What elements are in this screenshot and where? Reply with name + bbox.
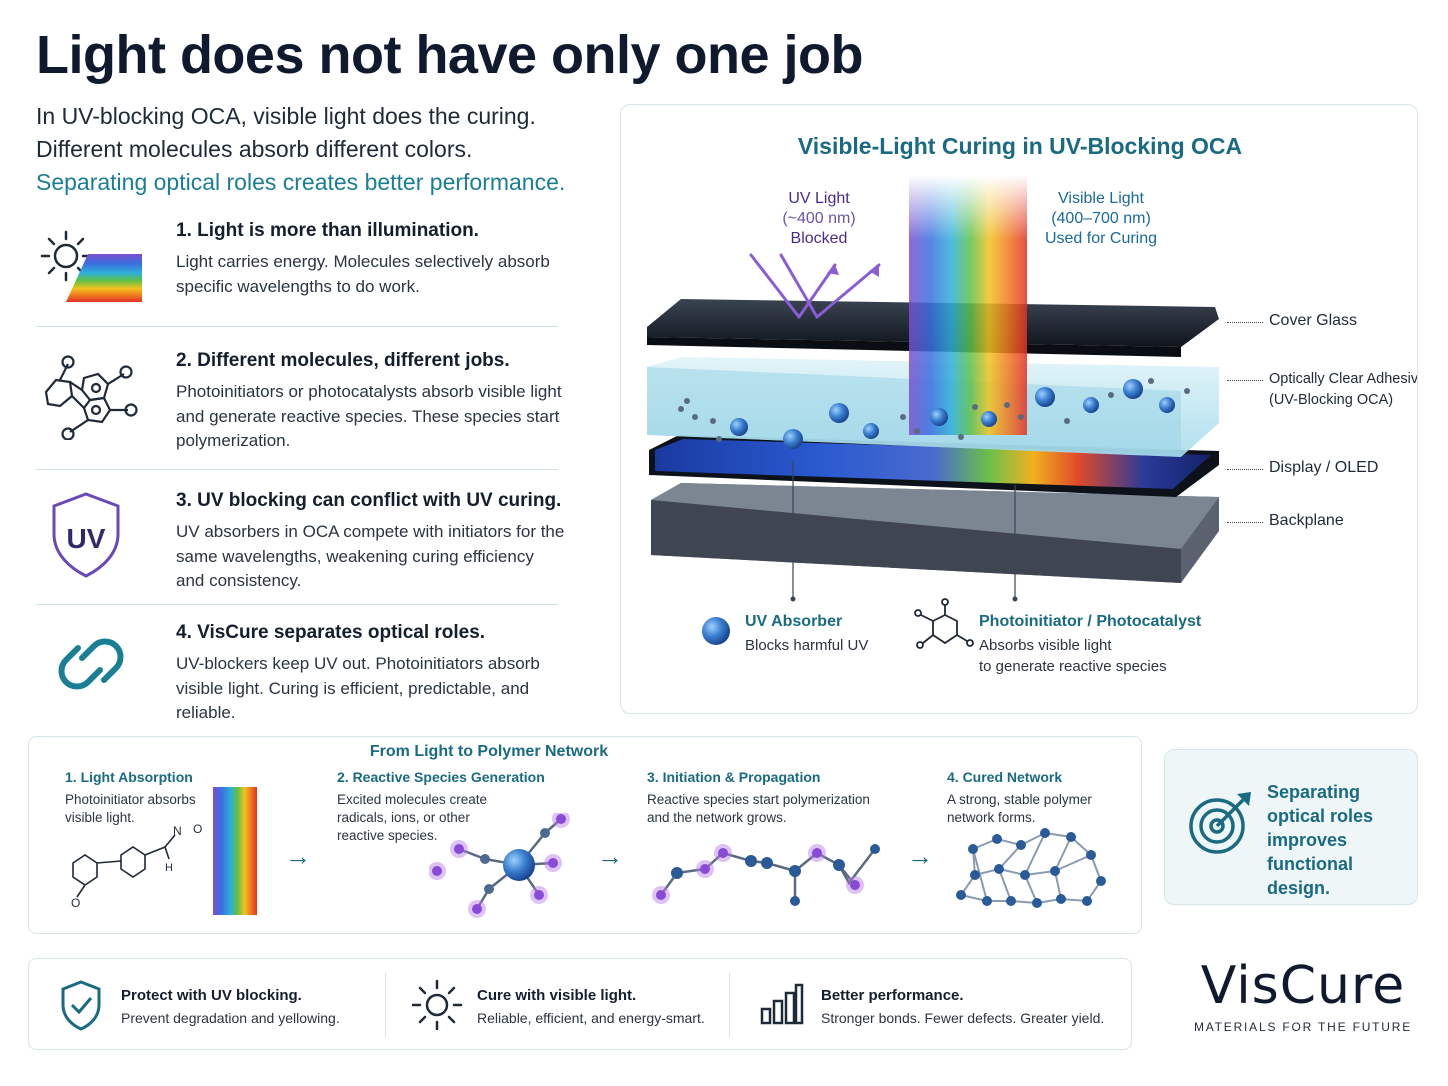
layer-stack-illustration bbox=[647, 175, 1219, 649]
visible-light-label: Visible Light (400–700 nm) Used for Curi… bbox=[1026, 189, 1176, 249]
benefit-3-title: Better performance. bbox=[821, 987, 964, 1004]
layer-label-display: Display / OLED bbox=[1269, 459, 1379, 476]
benefit-2-title: Cure with visible light. bbox=[477, 987, 637, 1004]
leader-line bbox=[1227, 522, 1263, 523]
sun-icon bbox=[411, 979, 463, 1031]
cured-network-illustration bbox=[956, 828, 1106, 908]
callout: Separating optical roles improves functi… bbox=[1164, 749, 1418, 905]
photoinitiator-structure-illustration: N O H O bbox=[71, 787, 257, 915]
page-title: Light does not have only one job bbox=[36, 25, 864, 85]
point-1-title: 1. Light is more than illumination. bbox=[176, 220, 479, 241]
intro-line-3: Separating optical roles creates better … bbox=[36, 169, 566, 195]
step-4-desc: A strong, stable polymer network forms. bbox=[947, 792, 1092, 825]
layer-label-oca-sub: (UV-Blocking OCA) bbox=[1269, 392, 1394, 408]
uv-light-range: (~400 nm) bbox=[782, 210, 856, 227]
benefit-1-title: Protect with UV blocking. bbox=[121, 987, 302, 1004]
atom-o: O bbox=[193, 822, 202, 836]
flow-arrow: → bbox=[907, 841, 933, 871]
step-1-desc: Photoinitiator absorbs visible light. bbox=[65, 792, 196, 825]
atom-n: N bbox=[173, 824, 182, 838]
intro: In UV-blocking OCA, visible light does t… bbox=[36, 100, 596, 199]
point-1-text: Light carries energy. Molecules selectiv… bbox=[176, 252, 550, 296]
point-3-title: 3. UV blocking can conflict with UV curi… bbox=[176, 490, 562, 511]
benefit-2-desc: Reliable, efficient, and energy-smart. bbox=[477, 1010, 705, 1026]
benefit-uv-blocking: Protect with UV blocking. Prevent degrad… bbox=[29, 959, 385, 1051]
flow-arrow: → bbox=[285, 841, 311, 871]
brand-name: VisCure bbox=[1200, 956, 1406, 1016]
visible-light-range: (400–700 nm) bbox=[1051, 210, 1151, 227]
atom-h: H bbox=[165, 862, 173, 874]
benefit-3-desc: Stronger bonds. Fewer defects. Greater y… bbox=[821, 1010, 1105, 1026]
legend-photoinitiator-name: Photoinitiator / Photocatalyst bbox=[979, 613, 1202, 630]
point-4-title: 4. VisCure separates optical roles. bbox=[176, 622, 486, 643]
polymer-chain-illustration bbox=[652, 844, 880, 906]
layer-label-backplane: Backplane bbox=[1269, 512, 1344, 529]
benefit-1-desc: Prevent degradation and yellowing. bbox=[121, 1010, 340, 1026]
legend-uv-absorber-desc: Blocks harmful UV bbox=[745, 637, 869, 654]
divider bbox=[729, 973, 730, 1037]
layer-label-oca: Optically Clear Adhesive (UV-Blocking OC… bbox=[1269, 369, 1418, 411]
step-2-title: 2. Reactive Species Generation bbox=[337, 769, 545, 785]
benefit-visible-cure: Cure with visible light. Reliable, effic… bbox=[385, 959, 729, 1051]
point-2-title: 2. Different molecules, different jobs. bbox=[176, 350, 510, 371]
brand-logo: VisCure MATERIALS FOR THE FUTURE bbox=[1188, 956, 1418, 1034]
layer-label-oca-name: Optically Clear Adhesive bbox=[1269, 371, 1418, 387]
target-icon bbox=[1189, 792, 1251, 854]
divider bbox=[36, 469, 558, 470]
brand-tagline: MATERIALS FOR THE FUTURE bbox=[1193, 1020, 1413, 1034]
leader-line bbox=[1227, 380, 1263, 381]
process-flow: From Light to Polymer Network 1. Light A… bbox=[28, 736, 1142, 934]
flow-arrow: → bbox=[597, 841, 623, 871]
shield-check-icon bbox=[61, 980, 101, 1031]
callout-text: Separating optical roles improves functi… bbox=[1267, 782, 1374, 898]
visible-light-status: Used for Curing bbox=[1044, 230, 1158, 247]
step-3-desc: Reactive species start polymerization an… bbox=[647, 792, 870, 825]
bar-chart-icon bbox=[760, 983, 804, 1025]
intro-line-2: Different molecules absorb different col… bbox=[36, 136, 473, 162]
uv-light-label: UV Light (~400 nm) Blocked bbox=[761, 189, 877, 249]
legend-photoinitiator-desc-1: Absorbs visible light bbox=[979, 637, 1112, 654]
visible-light-name: Visible Light bbox=[1058, 190, 1144, 207]
legend-uv-absorber-name: UV Absorber bbox=[745, 613, 843, 630]
uv-absorber-icon bbox=[702, 617, 730, 645]
intro-line-1: In UV-blocking OCA, visible light does t… bbox=[36, 103, 536, 129]
molecule-icon bbox=[44, 355, 138, 440]
uv-light-name: UV Light bbox=[788, 190, 850, 207]
reactive-species-illustration bbox=[429, 813, 570, 918]
step-4-title: 4. Cured Network bbox=[947, 769, 1063, 785]
point-2-text: Photoinitiators or photocatalysts absorb… bbox=[176, 382, 562, 450]
atom-o: O bbox=[71, 896, 80, 910]
sun-spectrum-icon bbox=[40, 230, 142, 302]
photoinitiator-icon bbox=[914, 598, 974, 649]
uv-badge-text: UV bbox=[67, 523, 106, 554]
divider bbox=[36, 604, 558, 605]
point-4-text: UV-blockers keep UV out. Photoinitiators… bbox=[176, 654, 540, 722]
legend-photoinitiator-desc-2: to generate reactive species bbox=[979, 658, 1167, 675]
leader-line bbox=[1227, 469, 1263, 470]
uv-light-status: Blocked bbox=[790, 230, 848, 247]
step-3-title: 3. Initiation & Propagation bbox=[647, 769, 821, 785]
leader-line bbox=[1227, 322, 1263, 323]
flow-title: From Light to Polymer Network bbox=[369, 743, 609, 760]
point-3-text: UV absorbers in OCA compete with initiat… bbox=[176, 522, 565, 590]
diagram-title: Visible-Light Curing in UV-Blocking OCA bbox=[797, 133, 1243, 159]
step-2-desc: Excited molecules create radicals, ions,… bbox=[337, 792, 488, 843]
divider bbox=[385, 973, 386, 1037]
benefits-bar: Protect with UV blocking. Prevent degrad… bbox=[28, 958, 1132, 1050]
layer-label-cover-glass: Cover Glass bbox=[1269, 312, 1358, 329]
diagram-panel: Visible-Light Curing in UV-Blocking OCA bbox=[620, 104, 1418, 714]
chain-link-icon bbox=[58, 638, 124, 690]
step-1-title: 1. Light Absorption bbox=[65, 769, 193, 785]
benefit-performance: Better performance. Stronger bonds. Fewe… bbox=[729, 959, 1133, 1051]
divider bbox=[36, 326, 558, 327]
uv-shield-icon: UV bbox=[52, 492, 120, 578]
